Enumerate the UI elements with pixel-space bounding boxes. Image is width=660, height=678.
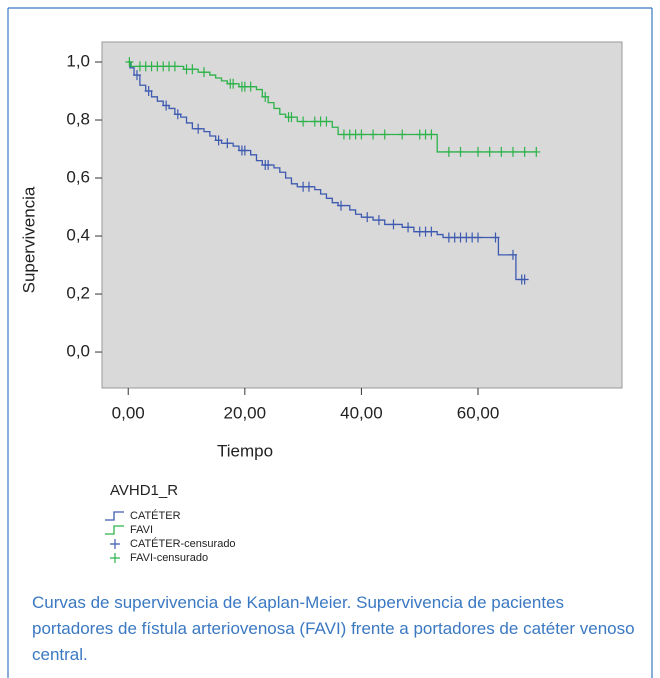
legend-swatch	[110, 553, 120, 563]
censored-mark	[214, 135, 223, 146]
caption: Curvas de supervivencia de Kaplan-Meier.…	[32, 593, 635, 664]
censored-mark	[144, 86, 153, 97]
censored-mark	[162, 100, 171, 111]
censored-mark	[304, 181, 313, 192]
censored-mark	[125, 57, 134, 68]
legend-title: AVHD1_R	[110, 482, 178, 499]
y-tick-label: 0,8	[66, 110, 90, 129]
censored-mark	[491, 232, 500, 243]
censored-mark	[389, 219, 398, 230]
censored-mark	[369, 129, 378, 140]
censored-mark	[132, 70, 141, 81]
legend-label: CATÉTER	[130, 509, 181, 522]
censored-mark	[170, 61, 179, 72]
censored-mark	[380, 129, 389, 140]
censored-mark	[427, 226, 436, 237]
censored-mark	[200, 67, 209, 78]
legend-label: FAVI-censurado	[130, 552, 208, 564]
x-tick-label: 0,00	[112, 403, 145, 422]
censored-mark	[456, 146, 465, 157]
legend-swatch	[105, 525, 124, 535]
x-tick-label: 60,00	[457, 403, 500, 422]
censored-mark	[240, 145, 249, 156]
censored-mark	[194, 123, 203, 134]
x-tick-label: 40,00	[340, 403, 383, 422]
legend-swatch	[105, 511, 124, 521]
y-tick-label: 0,0	[66, 342, 90, 361]
censored-mark	[299, 116, 308, 127]
censored-mark	[229, 78, 238, 89]
censored-mark	[188, 64, 197, 75]
legend-label: FAVI	[130, 524, 153, 536]
censored-mark	[485, 146, 494, 157]
censored-mark	[173, 109, 182, 120]
censored-mark	[264, 159, 273, 170]
censored-mark	[427, 129, 436, 140]
y-axis-label: Supervivencia	[19, 186, 38, 293]
censored-mark	[398, 129, 407, 140]
x-axis-label: Tiempo	[217, 441, 273, 460]
y-tick-label: 0,4	[66, 226, 90, 245]
censored-mark	[520, 274, 529, 285]
censored-mark	[246, 81, 255, 92]
censored-mark	[337, 200, 346, 211]
x-tick-label: 20,00	[224, 403, 267, 422]
censored-mark	[363, 212, 372, 223]
censored-mark	[444, 146, 453, 157]
censored-mark	[322, 116, 331, 127]
legend-swatch	[110, 539, 120, 549]
censored-mark	[374, 215, 383, 226]
censored-mark	[497, 146, 506, 157]
censored-mark	[404, 222, 413, 233]
y-tick-label: 0,6	[66, 168, 90, 187]
censored-mark	[287, 112, 296, 123]
censored-mark	[508, 249, 517, 260]
censored-mark	[261, 91, 270, 102]
y-tick-label: 1,0	[66, 51, 90, 70]
censored-mark	[520, 146, 529, 157]
censored-mark	[474, 146, 483, 157]
censored-mark	[474, 232, 483, 243]
legend-label: CATÉTER-censurado	[130, 537, 236, 550]
censored-mark	[357, 129, 366, 140]
censored-mark	[223, 138, 232, 149]
censored-mark	[508, 146, 517, 157]
y-tick-label: 0,2	[66, 284, 90, 303]
censored-mark	[532, 146, 541, 157]
